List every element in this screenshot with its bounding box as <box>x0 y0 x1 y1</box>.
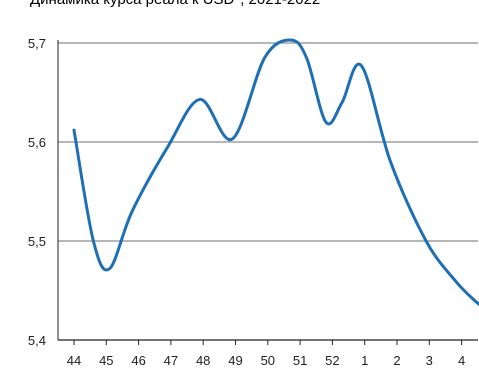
x-tick-label: 46 <box>131 353 145 368</box>
y-tick-labels: 5,4 5,5 5,6 5,7 <box>28 36 46 348</box>
x-tick-label: 45 <box>99 353 113 368</box>
x-tick-label: 3 <box>426 353 433 368</box>
x-tick-label: 49 <box>228 353 242 368</box>
x-tick-label: 52 <box>325 353 339 368</box>
x-tick-label: 47 <box>164 353 178 368</box>
y-tick-label: 5,7 <box>28 36 46 51</box>
x-tick-label: 4 <box>458 353 465 368</box>
series-layer <box>72 38 479 307</box>
gridlines <box>58 42 478 242</box>
x-tick-label: 51 <box>293 353 307 368</box>
x-tick-label: 50 <box>261 353 275 368</box>
y-tick-label: 5,4 <box>28 333 46 348</box>
axes <box>57 40 478 345</box>
x-tick-label: 48 <box>196 353 210 368</box>
series-line <box>72 38 479 307</box>
x-tick-label: 2 <box>393 353 400 368</box>
y-tick-label: 5,6 <box>28 135 46 150</box>
x-tick-label: 1 <box>361 353 368 368</box>
y-tick-label: 5,5 <box>28 234 46 249</box>
chart-title: Динамика курса реала к USD*, 2021-2022 <box>30 0 320 8</box>
x-tick-label: 44 <box>67 353 81 368</box>
x-tick-labels: 44 45 46 47 48 49 50 51 52 1 2 3 4 <box>67 353 465 368</box>
